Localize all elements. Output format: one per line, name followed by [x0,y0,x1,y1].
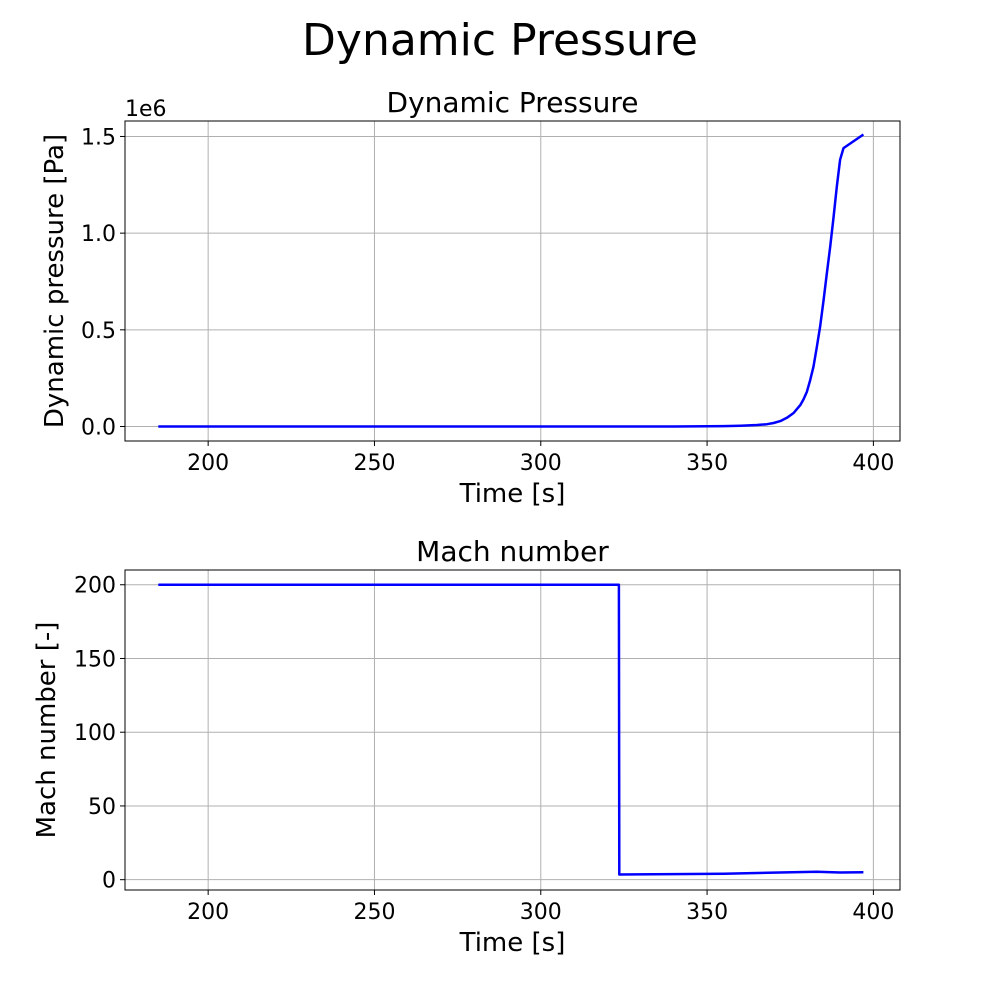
y-tick-label: 1.0 [81,222,116,247]
x-tick-label: 200 [187,900,229,925]
x-tick-label: 350 [686,900,728,925]
figure-title: Dynamic Pressure [302,15,698,66]
y-axis-label: Mach number [-] [32,622,62,839]
x-tick-label: 400 [852,900,894,925]
dynamic-pressure-plot: Dynamic Pressure 1e6 Time [s] Dynamic pr… [40,86,901,509]
x-axis-label: Time [s] [459,479,566,509]
y-tick-label: 1.5 [81,125,116,150]
y-tick-label: 0 [102,869,116,894]
y-offset-text: 1e6 [125,97,167,122]
x-tick-label: 400 [852,451,894,476]
y-axis-label: Dynamic pressure [Pa] [40,134,70,428]
data-line [158,583,864,876]
data-line [158,133,865,428]
y-tick-label: 0.5 [81,319,116,344]
y-tick-label: 150 [74,647,116,672]
plot-frame [124,120,901,442]
y-tick-label: 50 [88,795,116,820]
mach-number-plot: Mach number Time [s] Mach number [-] 200… [32,535,901,958]
y-tick-label: 200 [74,574,116,599]
x-tick-label: 300 [520,900,562,925]
x-axis-label: Time [s] [459,928,566,958]
x-tick-label: 350 [686,451,728,476]
plot-title: Dynamic Pressure [387,86,639,119]
y-tick-label: 100 [74,721,116,746]
x-tick-label: 300 [520,451,562,476]
plot-frame [124,569,901,891]
plot-title: Mach number [416,535,609,568]
y-tick-label: 0.0 [81,415,116,440]
x-tick-label: 250 [353,451,395,476]
x-tick-label: 250 [353,900,395,925]
x-tick-label: 200 [187,451,229,476]
